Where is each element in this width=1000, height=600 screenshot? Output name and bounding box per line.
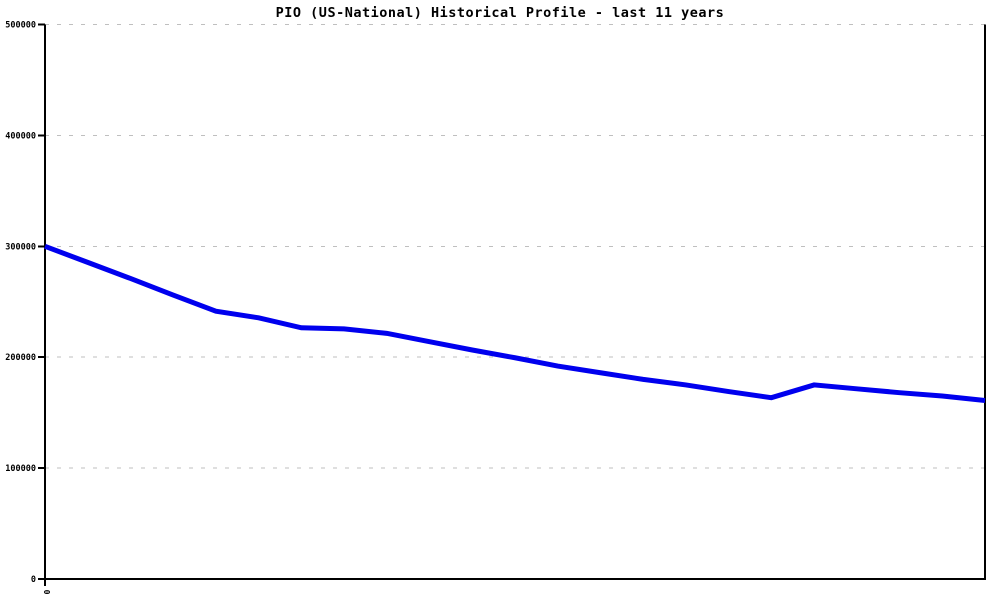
y-tick-label: 300000 — [5, 242, 36, 252]
x-tick-label: 0 — [42, 590, 51, 595]
chart-title: PIO (US-National) Historical Profile - l… — [275, 5, 725, 21]
y-tick-label: 100000 — [5, 464, 36, 474]
y-tick-label: 200000 — [5, 353, 36, 363]
data-series-line — [44, 243, 986, 403]
y-tick-label: 500000 — [5, 21, 36, 31]
y-tick-label: 400000 — [5, 131, 36, 141]
y-tick-label: 0 — [31, 575, 36, 585]
